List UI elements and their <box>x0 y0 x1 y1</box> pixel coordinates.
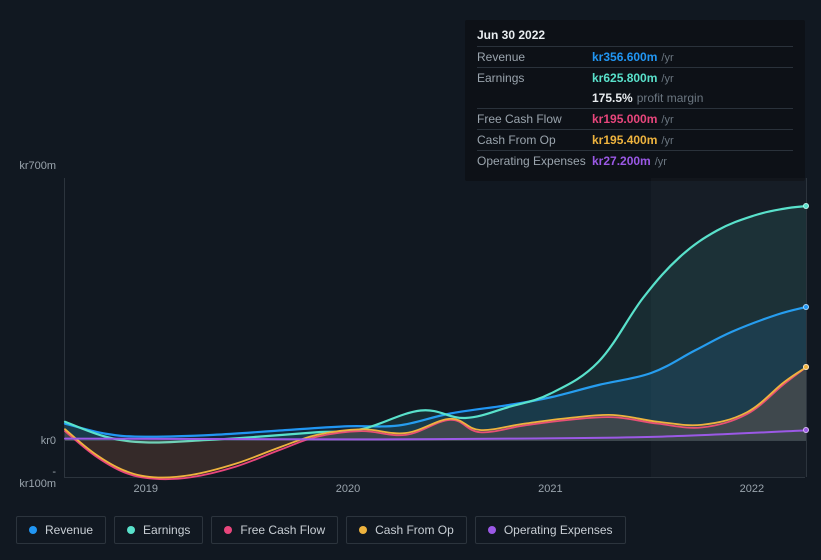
series-area-earnings <box>65 206 806 442</box>
tooltip-row-value: kr195.000m <box>592 112 657 126</box>
x-axis-label: 2020 <box>336 483 360 495</box>
legend-dot-icon <box>488 526 496 534</box>
tooltip-date: Jun 30 2022 <box>477 28 793 46</box>
tooltip-row-revenue: Revenuekr356.600m/yr <box>477 46 793 67</box>
series-end-dot-cfo <box>803 364 809 370</box>
legend-item-label: Free Cash Flow <box>240 523 325 537</box>
legend-dot-icon <box>127 526 135 534</box>
tooltip-row-label: Free Cash Flow <box>477 112 592 126</box>
legend-item-earnings[interactable]: Earnings <box>114 516 203 544</box>
x-axis-label: 2019 <box>134 483 158 495</box>
y-axis-top-label: kr700m <box>16 160 56 172</box>
legend-item-label: Revenue <box>45 523 93 537</box>
hover-tooltip: Jun 30 2022 Revenuekr356.600m/yrEarnings… <box>465 20 805 181</box>
tooltip-row-unit: /yr <box>661 135 673 147</box>
series-end-dot-revenue <box>803 304 809 310</box>
financial-chart: kr700m 2019202020212022 kr0 -kr100m <box>16 160 805 500</box>
tooltip-row-value: kr625.800m <box>592 71 657 85</box>
tooltip-row-unit: /yr <box>661 52 673 64</box>
tooltip-row-cfo: Cash From Opkr195.400m/yr <box>477 129 793 150</box>
y-axis-zero-label: kr0 <box>16 435 56 447</box>
series-end-dot-opex <box>803 427 809 433</box>
legend-item-cfo[interactable]: Cash From Op <box>346 516 467 544</box>
x-axis-label: 2021 <box>538 483 562 495</box>
legend-item-label: Cash From Op <box>375 523 454 537</box>
legend-dot-icon <box>224 526 232 534</box>
tooltip-row-label: Cash From Op <box>477 133 592 147</box>
legend-item-opex[interactable]: Operating Expenses <box>475 516 626 544</box>
plot-area[interactable]: 2019202020212022 <box>64 178 805 478</box>
tooltip-row-unit: /yr <box>661 114 673 126</box>
tooltip-row-unit: /yr <box>661 73 673 85</box>
tooltip-row-fcf: Free Cash Flowkr195.000m/yr <box>477 108 793 129</box>
legend-item-fcf[interactable]: Free Cash Flow <box>211 516 338 544</box>
legend-item-label: Earnings <box>143 523 190 537</box>
legend: Revenue Earnings Free Cash Flow Cash From O… <box>16 516 626 544</box>
tooltip-row-value: kr195.400m <box>592 133 657 147</box>
tooltip-row-profit_margin: 175.5% profit margin <box>477 88 793 108</box>
x-axis-label: 2022 <box>740 483 764 495</box>
tooltip-row-value: 175.5% <box>592 91 633 105</box>
legend-dot-icon <box>359 526 367 534</box>
tooltip-row-earnings: Earningskr625.800m/yr <box>477 67 793 88</box>
legend-item-label: Operating Expenses <box>504 523 613 537</box>
tooltip-profit-margin-label: profit margin <box>637 91 704 105</box>
tooltip-row-label: Revenue <box>477 50 592 64</box>
tooltip-row-label: Earnings <box>477 71 592 85</box>
legend-item-revenue[interactable]: Revenue <box>16 516 106 544</box>
legend-dot-icon <box>29 526 37 534</box>
tooltip-row-value: kr356.600m <box>592 50 657 64</box>
y-axis-bottom-label: -kr100m <box>16 466 56 490</box>
series-end-dot-earnings <box>803 203 809 209</box>
